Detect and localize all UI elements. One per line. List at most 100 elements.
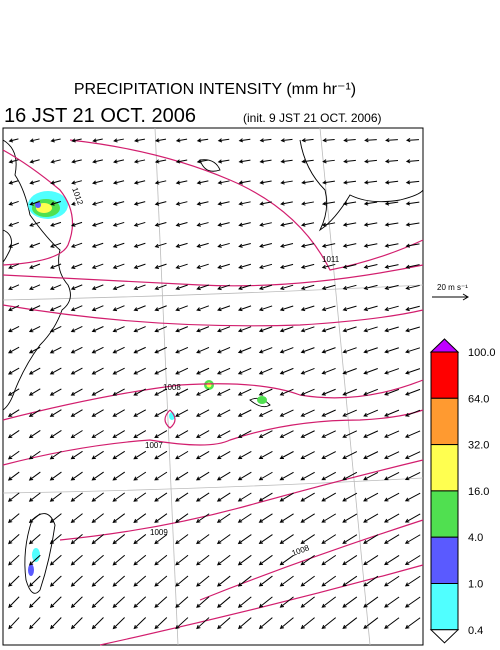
wind-arrow [91, 471, 104, 481]
wind-arrow [258, 347, 273, 354]
wind-arrow [91, 221, 104, 227]
wind-arrow [175, 367, 189, 375]
wind-scale-label: 20 m s⁻¹ [437, 283, 468, 292]
wind-arrow [384, 555, 400, 566]
wind-arrow [28, 492, 41, 502]
wind-arrow [49, 346, 62, 354]
wind-arrow [301, 159, 314, 164]
label-bg [69, 185, 86, 209]
wind-arrow [300, 596, 315, 608]
coastline [2, 139, 71, 411]
wind-arrow [28, 471, 41, 481]
colorbar-label: 0.4 [468, 625, 483, 637]
lat-line [2, 284, 424, 301]
wind-arrow [28, 284, 41, 291]
wind-arrow [300, 554, 315, 566]
wind-arrow [50, 138, 61, 143]
wind-arrow [7, 471, 20, 481]
wind-arrow [70, 450, 83, 460]
wind-arrow [70, 617, 83, 630]
wind-arrow [70, 534, 83, 545]
wind-arrow [175, 471, 189, 481]
wind-arrow [258, 388, 273, 396]
wind-arrow [301, 201, 314, 206]
rain-area [32, 548, 40, 562]
wind-arrow [175, 180, 188, 185]
wind-arrow [238, 180, 251, 185]
wind-arrow [133, 617, 147, 630]
wind-arrow [385, 138, 398, 143]
wind-arrow [154, 305, 167, 312]
wind-arrow [196, 201, 209, 206]
wind-arrow [238, 138, 251, 143]
wind-arrow [154, 513, 168, 523]
wind-arrow [49, 513, 62, 524]
wind-arrow [91, 284, 104, 291]
wind-arrow [363, 243, 378, 248]
wind-arrow [8, 325, 20, 333]
wind-arrow [196, 367, 210, 375]
wind-arrow [112, 554, 126, 566]
wind-arrow [300, 326, 315, 333]
wind-arrow [91, 534, 104, 545]
wind-arrow [321, 451, 336, 460]
wind-arrow [342, 222, 357, 227]
wind-arrow [258, 554, 273, 566]
wind-arrow [301, 138, 314, 143]
wind-arrow [404, 555, 421, 566]
wind-arrow [91, 242, 104, 248]
isobar [2, 409, 424, 466]
wind-arrow [195, 492, 210, 502]
wind-arrow [363, 534, 379, 544]
wind-arrow [154, 346, 167, 354]
wind-arrow [196, 180, 209, 185]
wind-arrow [300, 430, 315, 438]
wind-arrow [196, 222, 209, 227]
wind-arrow [70, 554, 83, 566]
map: 1012 1011 1008 1007 1009 1008 [2, 127, 424, 646]
wind-arrow [28, 575, 41, 587]
wind-arrow [258, 305, 273, 312]
wind-arrow [112, 263, 125, 269]
wind-arrow [92, 180, 104, 185]
wind-arrow [195, 430, 210, 438]
colorbar-label: 4.0 [468, 532, 483, 544]
wind-arrow [91, 450, 104, 460]
wind-arrow [321, 554, 337, 566]
wind-arrow [112, 346, 125, 354]
wind-arrow [217, 201, 230, 206]
wind-arrow [112, 617, 125, 630]
wind-arrow [49, 326, 62, 333]
wind-arrow [342, 368, 357, 375]
wind-arrow [300, 284, 315, 291]
wind-arrow [70, 596, 83, 608]
wind-arrow [363, 430, 379, 438]
wind-arrow [7, 367, 20, 375]
wind-arrow [70, 492, 83, 502]
wind-arrow [343, 138, 356, 143]
wind-arrow [237, 575, 252, 587]
wind-arrow [321, 326, 336, 333]
wind-arrow [259, 263, 273, 269]
wind-arrow [112, 367, 125, 375]
wind-arrow [8, 159, 19, 164]
wind-arrow [321, 471, 337, 481]
wind-arrow [217, 222, 230, 227]
isobar-label: 1009 [150, 528, 168, 537]
wind-arrow [343, 180, 357, 185]
wind-arrow [216, 347, 231, 354]
wind-arrow [279, 554, 294, 566]
wind-arrow [196, 575, 210, 587]
wind-arrow [70, 284, 83, 291]
wind-arrow [363, 617, 379, 629]
wind-arrow [133, 242, 146, 248]
wind-arrow [321, 263, 336, 269]
wind-arrow [363, 555, 379, 566]
wind-arrow [154, 159, 167, 164]
title: PRECIPITATION INTENSITY (mm hr⁻¹) [74, 81, 356, 98]
wind-arrow [384, 222, 399, 227]
wind-arrow [49, 284, 62, 291]
wind-arrow [91, 201, 104, 206]
wind-arrow [175, 617, 189, 630]
wind-arrow [133, 388, 146, 396]
